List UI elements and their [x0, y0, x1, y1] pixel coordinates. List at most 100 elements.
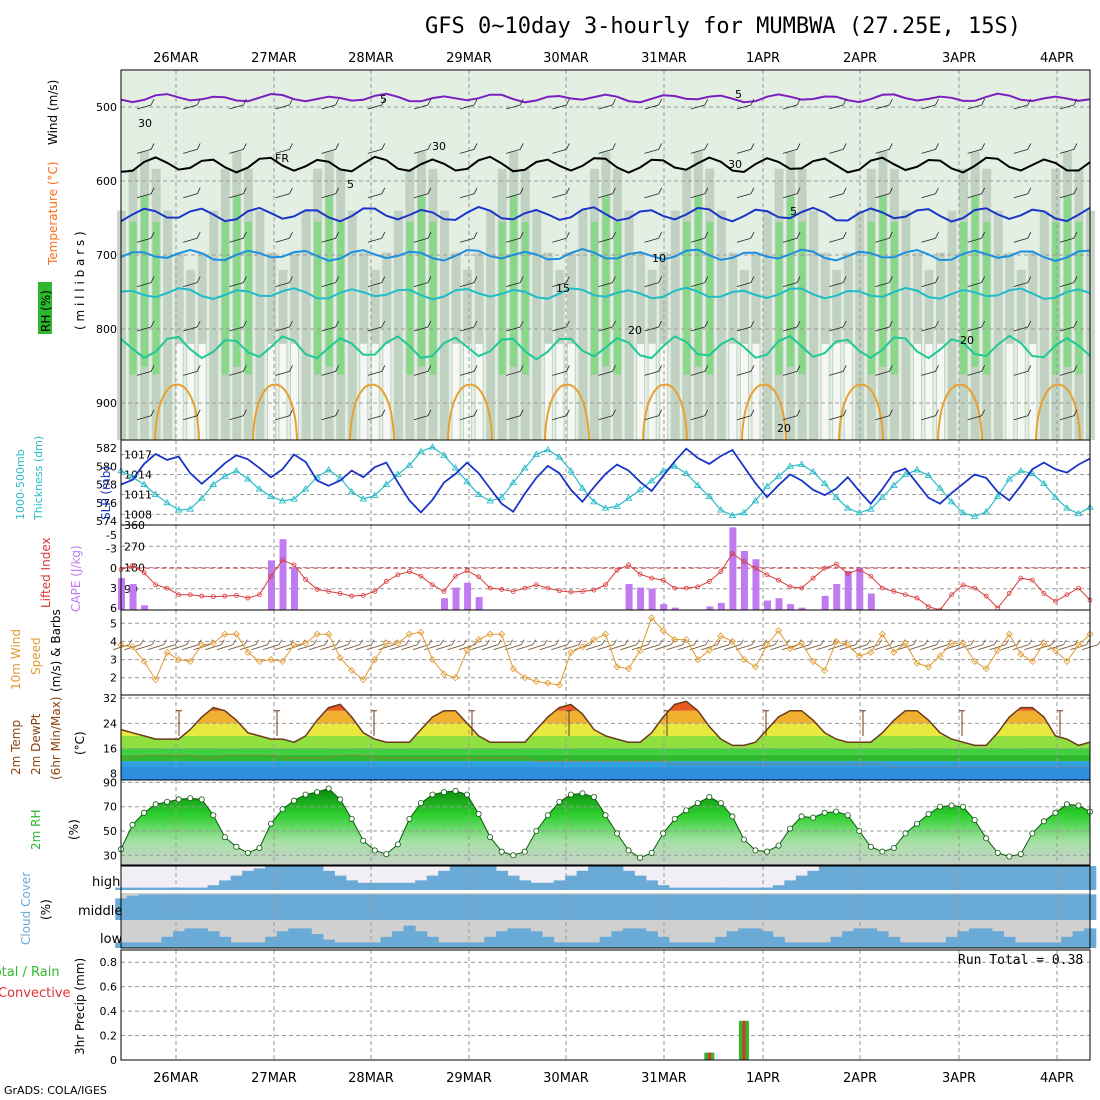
wind-barb-flag: [381, 320, 386, 328]
wind-barb: [424, 644, 441, 651]
cloud-bar: [657, 894, 670, 920]
rh-moist-column: [683, 221, 691, 375]
wind-barb-flag: [1063, 639, 1067, 645]
wind-barb: [1059, 237, 1075, 243]
wind-barb-flag: [750, 365, 755, 372]
wind-barb: [216, 644, 233, 651]
cloud-bar: [588, 942, 601, 948]
cloud-bar: [911, 894, 924, 920]
li-point: [556, 588, 562, 594]
wind-barb: [275, 282, 290, 287]
cloud-bar: [530, 931, 543, 948]
wind-barb: [598, 326, 613, 332]
rh-point: [729, 813, 736, 820]
cloud-bar: [726, 887, 739, 890]
thickness-point: [774, 472, 783, 479]
thickness-point: [1051, 493, 1060, 500]
wind-speed-point: [982, 665, 990, 673]
wind-barb-flag: [612, 232, 616, 239]
wind-barb: [321, 104, 336, 110]
rh-column: [1039, 210, 1049, 440]
wind-barb: [389, 644, 406, 651]
cloud-bar: [588, 866, 601, 890]
thickness-point: [278, 497, 287, 504]
rh-dry-column: [913, 343, 921, 440]
wind-barb: [170, 644, 187, 651]
li-point: [729, 551, 735, 556]
cloud-bar: [911, 942, 924, 948]
cloud-bar: [507, 928, 520, 948]
cloud-bar: [461, 866, 474, 890]
warm-isotherm-loop: [642, 383, 688, 441]
wind-barb-flag: [855, 639, 860, 645]
wind-barb-flag: [1073, 276, 1078, 283]
cloud-bar: [334, 875, 347, 890]
rh-moist-column: [867, 221, 875, 375]
wind-barb: [782, 237, 798, 243]
cloud-bar: [1015, 942, 1028, 948]
wind-barb: [954, 644, 972, 651]
wind-speed-point: [948, 639, 956, 647]
wind-barb-flag: [981, 143, 986, 150]
thickness-point: [901, 470, 910, 477]
thickness-point: [370, 491, 379, 498]
wind-barb: [690, 415, 705, 421]
wind-barb: [793, 644, 810, 651]
day-label-bottom: 30MAR: [543, 1071, 589, 1086]
wind-barb: [782, 104, 798, 110]
wind-barb-flag: [842, 320, 847, 328]
cloud-bar: [899, 866, 912, 890]
wind-barb-flag: [381, 187, 386, 194]
rh-moist-column: [325, 195, 333, 367]
wind-speed-point: [798, 639, 806, 647]
cloud-bar: [265, 894, 278, 920]
wind-speed-point: [140, 657, 148, 665]
wind-barb: [367, 149, 382, 154]
wind-barb-flag: [150, 365, 155, 372]
wind-barb: [620, 644, 637, 651]
panel4-label-c: (m/s) & Barbs: [49, 609, 63, 692]
cloud-bar: [149, 942, 162, 948]
cloud-bar: [957, 894, 970, 920]
cloud-bar: [818, 942, 831, 948]
wind-barb-flag: [196, 320, 201, 328]
wind-barb: [690, 104, 705, 110]
cloud-bar: [692, 887, 705, 890]
cloud-bar: [565, 894, 578, 920]
wind-barb: [689, 644, 706, 651]
rh-dry-column: [925, 343, 933, 440]
cloud-bar: [599, 936, 612, 948]
wind-barb-flag: [936, 639, 940, 645]
wind-barb: [239, 644, 257, 651]
wind-tick-label: 5: [110, 617, 117, 630]
wind-barb: [1001, 644, 1018, 651]
cloud-bar: [449, 942, 462, 948]
precip-tick-label: 0: [110, 1054, 117, 1067]
li-point: [545, 585, 551, 591]
rh-point: [833, 808, 840, 815]
wind-barb-flag: [658, 320, 663, 328]
wind-barb-flag: [232, 639, 237, 645]
cloud-bar: [172, 887, 185, 890]
cape-bar: [706, 606, 714, 610]
wind-barb-flag: [1073, 232, 1078, 239]
cloud-bar: [357, 894, 370, 920]
cloud-bar: [553, 880, 566, 890]
isotherm-line: [120, 155, 1091, 174]
cloud-bar: [888, 866, 901, 890]
wind-barb-flag: [704, 365, 709, 372]
panel5-label-b: 2m DewPt: [29, 713, 43, 775]
wind-barb: [183, 149, 198, 154]
wind-barb: [655, 644, 672, 651]
cloud-bar: [219, 880, 232, 890]
wind-speed-point: [232, 630, 240, 638]
cloud-bar: [876, 866, 889, 890]
wind-barb: [921, 326, 936, 332]
day-label-bottom: 31MAR: [641, 1071, 687, 1086]
wind-barb: [1059, 415, 1075, 421]
wind-speed-point: [221, 630, 229, 638]
wind-barb-flag: [636, 639, 640, 645]
cloud-bar: [230, 894, 243, 920]
wind-barb-flag: [150, 232, 155, 239]
wind-barb-flag: [566, 639, 571, 645]
